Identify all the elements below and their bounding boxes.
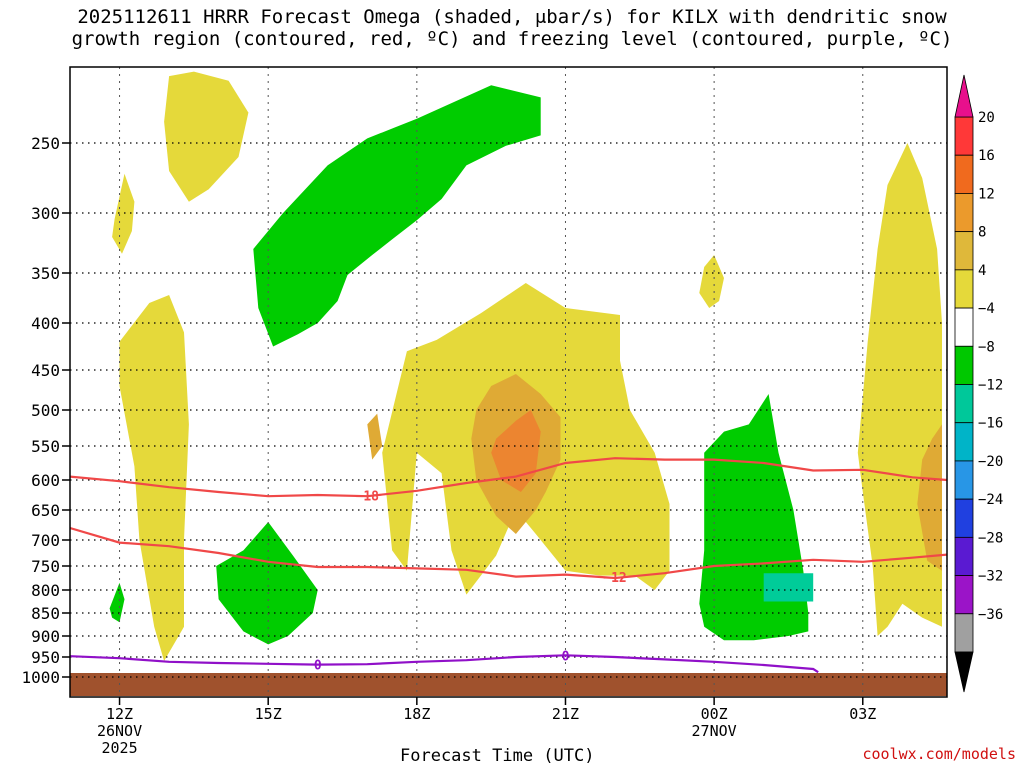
y-tick-label-1000: 1000: [21, 668, 60, 687]
x-axis-label: Forecast Time (UTC): [400, 746, 595, 766]
credit-text: coolwx.com/models: [862, 745, 1016, 763]
contour-label-dgz-lower-0: −12: [603, 571, 626, 586]
x-tick-label-12: 12Z: [106, 705, 133, 723]
colorbar-top-arrow: [954, 74, 974, 118]
y-tick-label-350: 350: [31, 264, 60, 283]
colorbar-bin-8: [954, 422, 974, 462]
x-tick-year-12: 2025: [101, 739, 137, 757]
omega-region-4: [367, 413, 383, 460]
x-tick-label-24: 00Z: [701, 705, 728, 723]
colorbar-bin-2: [954, 193, 974, 233]
colorbar-label-11: −28: [978, 530, 1003, 546]
x-tick-label-15: 15Z: [255, 705, 282, 723]
omega-region-7: [699, 255, 724, 308]
colorbar-label-0: 20: [978, 110, 995, 126]
colorbar-label-10: −24: [978, 492, 1003, 508]
x-tick-label-21: 21Z: [552, 705, 579, 723]
contour-dgz-upper: [70, 457, 947, 498]
y-tick-label-400: 400: [31, 314, 60, 333]
omega-region-13: [699, 394, 809, 641]
plot-frame: [69, 66, 948, 698]
x-tick-label-27: 03Z: [849, 705, 876, 723]
colorbar-bin-6: [954, 345, 974, 385]
ground-fill: [70, 673, 947, 696]
contour-dgz-lower: [70, 526, 947, 580]
y-tick-label-300: 300: [31, 204, 60, 223]
omega-region-12: [216, 522, 318, 645]
colorbar-bin-3: [954, 231, 974, 271]
chart-title-line1: 2025112611 HRRR Forecast Omega (shaded, …: [77, 6, 947, 28]
y-tick-label-700: 700: [31, 531, 60, 550]
colorbar-label-12: −32: [978, 569, 1003, 585]
chart-title-line2: growth region (contoured, red, ºC) and f…: [71, 28, 953, 50]
grid-layer: [70, 67, 947, 697]
colorbar-label-5: −4: [978, 301, 995, 317]
colorbar-bin-4: [954, 269, 974, 309]
axes-layer: 250 300 350 400 450 500 550 600 650 700 750 800 850 9…: [21, 66, 948, 757]
colorbar-label-6: −8: [978, 339, 995, 355]
x-tick-label-18: 18Z: [403, 705, 430, 723]
omega-region-9: [917, 424, 942, 571]
omega-region-6: [491, 410, 541, 492]
colorbar-label-2: 12: [978, 186, 995, 202]
omega-region-10: [253, 85, 541, 347]
colorbar-label-1: 16: [978, 148, 995, 164]
omega-fill-layer: [109, 71, 942, 661]
x-tick-date-12: 26NOV: [97, 722, 142, 740]
colorbar-bin-11: [954, 536, 974, 576]
y-tick-label-250: 250: [31, 134, 60, 153]
contour-layer: −18 −12 0 0: [70, 457, 947, 674]
omega-region-0: [164, 71, 249, 202]
omega-region-11: [109, 582, 125, 623]
contour-freezing-level: [70, 654, 819, 674]
colorbar-label-9: −20: [978, 454, 1003, 470]
colorbar-bin-9: [954, 460, 974, 500]
x-tick-date-24: 27NOV: [692, 722, 737, 740]
y-tick-label-450: 450: [31, 361, 60, 380]
colorbar-bottom-arrow: [954, 651, 974, 693]
colorbar-bin-1: [954, 154, 974, 194]
contour-label-freezing-level-1: 0: [562, 649, 570, 664]
colorbar-label-3: 8: [978, 225, 986, 241]
omega-region-14: [763, 573, 814, 602]
y-tick-label-950: 950: [31, 648, 60, 667]
omega-region-1: [112, 173, 135, 254]
y-tick-label-900: 900: [31, 627, 60, 646]
colorbar-label-8: −16: [978, 416, 1003, 432]
y-tick-label-800: 800: [31, 581, 60, 600]
colorbar-bin-0: [954, 116, 974, 156]
colorbar-bin-13: [954, 613, 974, 653]
y-tick-label-850: 850: [31, 604, 60, 623]
contour-label-freezing-level-0: 0: [314, 659, 322, 674]
y-tick-label-650: 650: [31, 501, 60, 520]
colorbar: 20 16 12 8 4 −4 −8 −12 −16 −20 −24 −28 −32 −36: [954, 74, 1003, 693]
colorbar-bin-10: [954, 498, 974, 538]
colorbar-label-4: 4: [978, 263, 986, 279]
chart-title: 2025112611 HRRR Forecast Omega (shaded, …: [0, 6, 1024, 50]
ground-layer: [70, 673, 947, 696]
colorbar-label-7: −12: [978, 378, 1003, 394]
omega-region-2: [119, 295, 189, 661]
colorbar-bin-12: [954, 575, 974, 615]
y-tick-label-500: 500: [31, 401, 60, 420]
y-tick-label-750: 750: [31, 557, 60, 576]
y-tick-label-600: 600: [31, 471, 60, 490]
colorbar-bin-5: [954, 307, 974, 347]
colorbar-bin-7: [954, 384, 974, 424]
y-tick-label-550: 550: [31, 437, 60, 456]
contour-label-dgz-upper-0: −18: [356, 490, 380, 505]
colorbar-label-13: −36: [978, 607, 1003, 623]
